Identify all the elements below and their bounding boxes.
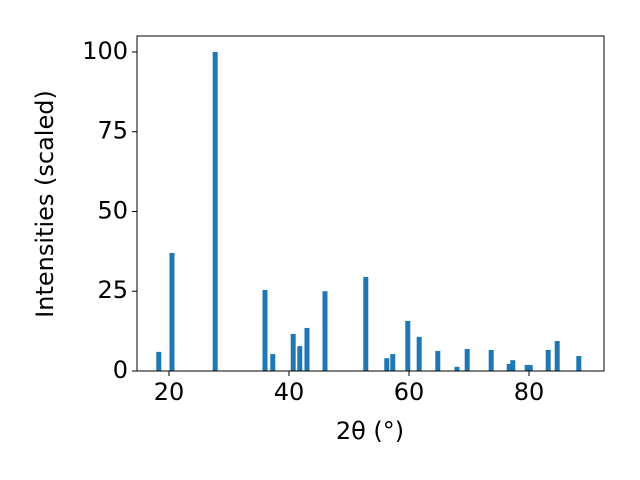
bar [384, 358, 390, 371]
bar [510, 360, 516, 371]
plot-frame [136, 35, 605, 372]
bar [322, 291, 328, 371]
bar [527, 364, 533, 371]
x-axis-label: 2θ (°) [336, 417, 404, 445]
y-tick-label: 0 [113, 356, 128, 384]
bar [405, 320, 411, 371]
bar [363, 276, 369, 371]
bar [464, 348, 470, 371]
y-tick-label: 100 [82, 37, 128, 65]
bar [390, 354, 396, 371]
bar [262, 289, 268, 371]
bar [212, 51, 218, 371]
bar [297, 346, 303, 371]
y-axis-label: Intensities (scaled) [31, 90, 59, 318]
bar [524, 364, 530, 371]
bar [169, 252, 175, 371]
y-tick-label: 50 [97, 196, 128, 224]
x-tick-label: 40 [274, 378, 305, 406]
bar [454, 366, 460, 371]
bar [488, 349, 494, 371]
bar [506, 363, 512, 371]
x-tick-label: 20 [154, 378, 185, 406]
bar [290, 333, 296, 371]
bar [576, 356, 582, 371]
bar [545, 349, 551, 371]
x-tick-label: 60 [394, 378, 425, 406]
y-tick-label: 75 [97, 117, 128, 145]
bar [270, 354, 276, 371]
bar [156, 351, 162, 371]
x-tick-label: 80 [514, 378, 545, 406]
y-tick-label: 25 [97, 276, 128, 304]
bar [304, 327, 310, 371]
bar [554, 341, 560, 371]
bar [416, 336, 422, 371]
bar [435, 350, 441, 371]
